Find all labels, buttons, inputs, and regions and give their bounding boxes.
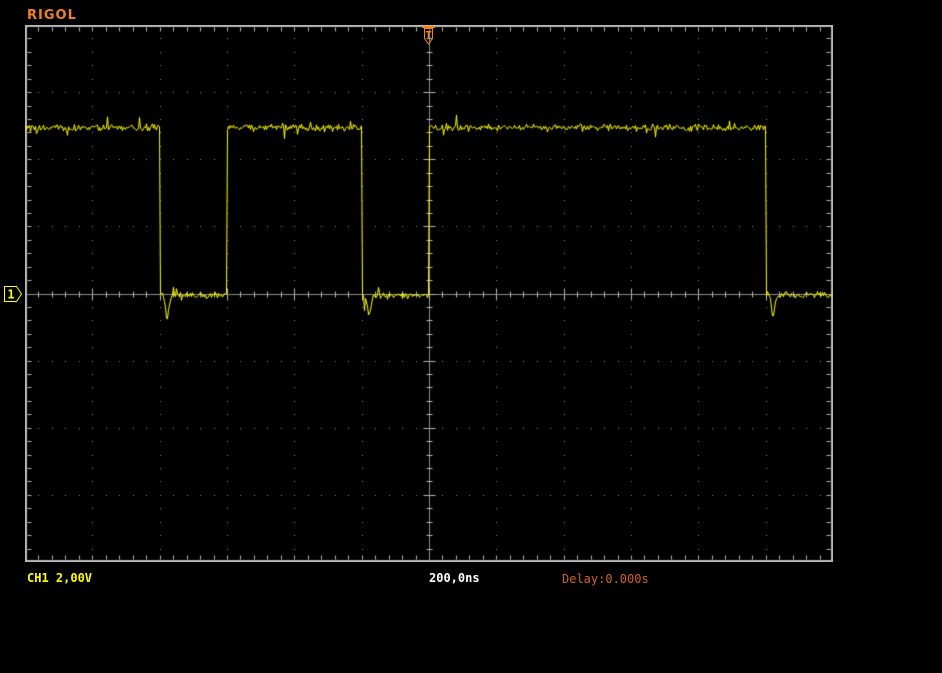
channel1-marker-label: 1 [7, 288, 14, 302]
graticule-waveform-canvas [25, 25, 833, 562]
channel1-marker-outline [4, 286, 23, 302]
trigger-marker-cap [422, 26, 435, 28]
trigger-position-icon: T [422, 26, 435, 45]
timebase-readout: 200,0ns [429, 571, 480, 585]
rigol-logo: RIGOL [27, 8, 77, 23]
channel1-position-icon: 1 [4, 286, 23, 302]
delay-readout: Delay:0.000s [562, 572, 649, 586]
trigger-marker-glyph: T [425, 29, 432, 42]
channel-scale-readout: CH1 2,00V [27, 571, 93, 585]
trigger-marker-outline [424, 28, 433, 45]
